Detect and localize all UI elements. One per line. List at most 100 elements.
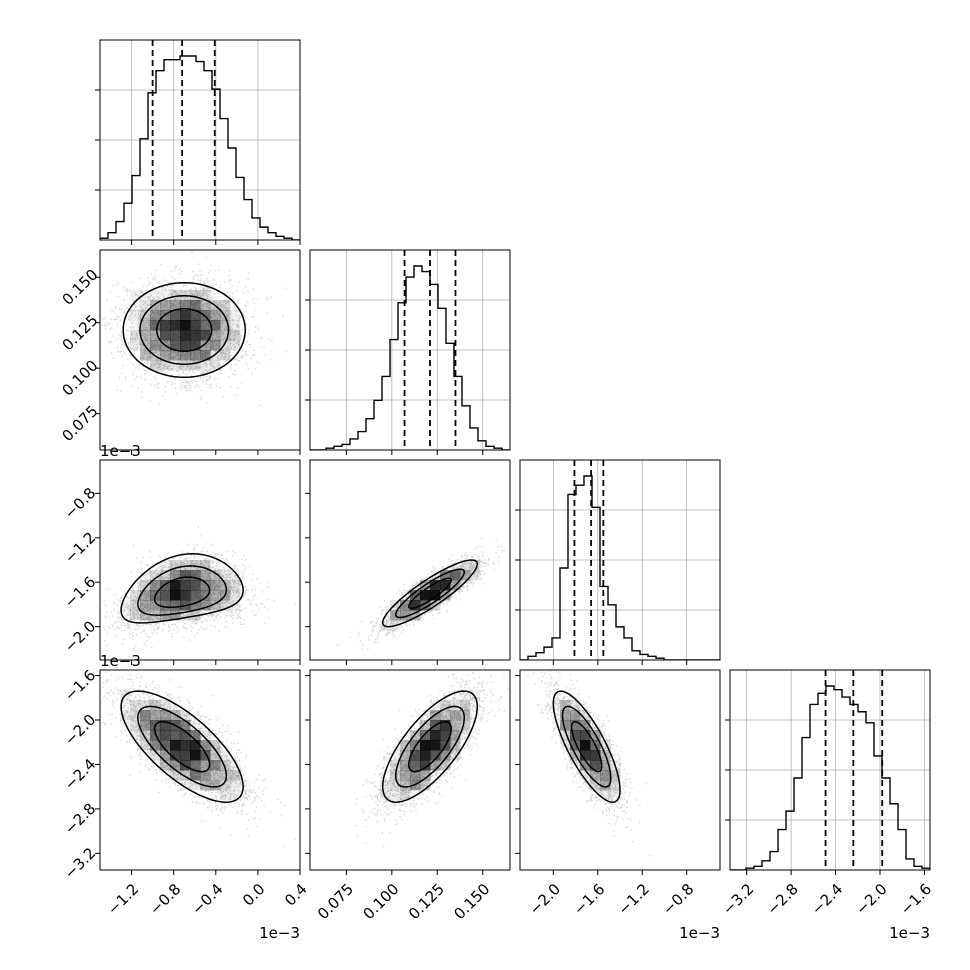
- panel-frame: [309, 459, 511, 661]
- y-tick-label-2-1: −1.6: [61, 573, 99, 611]
- density-cell: [420, 720, 431, 731]
- density-cell: [430, 700, 441, 711]
- density-cell: [140, 330, 151, 341]
- density-cell: [110, 310, 120, 320]
- density-cell: [450, 720, 461, 731]
- density-cell: [150, 310, 161, 321]
- density-cell: [140, 600, 151, 611]
- density-cell: [580, 710, 591, 721]
- y-tick-label-3-2: −2.4: [61, 755, 99, 793]
- density-cell: [410, 750, 421, 761]
- x-offset-label-0: 1e−3: [259, 924, 300, 942]
- density-cell: [210, 570, 221, 581]
- density-cell: [200, 290, 211, 301]
- density-cell: [200, 570, 211, 581]
- density-cell: [150, 330, 161, 341]
- density-cell: [170, 610, 181, 621]
- x-tick-label-1-1: 0.100: [359, 880, 402, 923]
- density-cell: [150, 740, 161, 751]
- density-cell: [450, 710, 461, 721]
- density-cell: [590, 760, 601, 771]
- density-cell: [440, 720, 451, 731]
- density-cell: [220, 770, 231, 781]
- density-cell: [180, 720, 191, 731]
- density-cell: [160, 600, 171, 611]
- density-cell: [180, 350, 191, 361]
- contour-0: [552, 690, 621, 803]
- y-tick-label-2-2: −1.2: [61, 528, 99, 566]
- density-cell: [190, 590, 201, 601]
- density-cell: [580, 720, 591, 731]
- density-cell: [220, 570, 231, 581]
- density-cell: [400, 740, 411, 751]
- density-cell: [210, 340, 221, 351]
- density-cell: [210, 790, 220, 800]
- density-cell: [460, 560, 471, 571]
- density-cell: [190, 730, 201, 741]
- density-cell: [440, 700, 451, 711]
- x-tick-label-2-2: −1.2: [614, 880, 652, 918]
- x-tick-label-0-0: −1.2: [104, 880, 142, 918]
- density-cell: [150, 750, 161, 761]
- density-cell: [570, 700, 581, 711]
- density-cell: [210, 580, 221, 591]
- density-cell: [130, 600, 141, 611]
- x-tick-label-3-4: −1.6: [897, 880, 935, 918]
- density-cell: [600, 770, 611, 781]
- density-cell: [420, 750, 431, 761]
- density-cell: [150, 580, 161, 591]
- histogram-1: [310, 265, 510, 450]
- density-cell: [150, 600, 161, 611]
- contour-2: [407, 720, 453, 773]
- density-cell: [230, 770, 241, 781]
- density-cell: [440, 590, 451, 601]
- density-cell: [170, 770, 181, 781]
- density-cell: [200, 760, 211, 771]
- density-cell: [160, 560, 171, 571]
- density-cell: [450, 750, 461, 761]
- panel-frame: [99, 669, 301, 871]
- density-cell: [170, 330, 181, 341]
- density-cell: [210, 310, 221, 321]
- panel-frame: [99, 249, 301, 451]
- panel-frame: [729, 669, 931, 871]
- density-cell: [200, 350, 211, 361]
- density-cell: [190, 310, 201, 321]
- density-cell: [400, 770, 411, 781]
- density-cell: [410, 590, 421, 601]
- density-cell: [140, 710, 151, 721]
- density-cell: [170, 750, 181, 761]
- density-cell: [220, 310, 231, 321]
- panel-frame: [519, 459, 721, 661]
- density-cell: [190, 740, 201, 751]
- density-cell: [190, 300, 201, 311]
- y-tick-label-3-3: −2.0: [61, 711, 99, 749]
- density-cell: [160, 710, 171, 721]
- density-cell: [130, 710, 141, 721]
- x-tick-label-0-1: −0.8: [146, 880, 184, 918]
- density-cell: [190, 720, 201, 731]
- density-cell: [130, 720, 141, 731]
- density-cell: [180, 740, 191, 751]
- density-cell: [160, 730, 171, 741]
- density-cell: [130, 700, 141, 711]
- density-cell: [470, 570, 481, 581]
- y-tick-label-1-2: 0.125: [59, 311, 102, 354]
- density-cell: [420, 780, 431, 791]
- density-cell: [440, 730, 451, 741]
- histogram-2: [520, 475, 720, 660]
- density-cell: [200, 740, 211, 751]
- panel-3-0: −3.2−2.8−2.4−2.0−1.61e−3−1.2 −0.8 −0.4 0.0 0…: [61, 652, 311, 942]
- x-tick-label-1-3: 0.150: [450, 880, 493, 923]
- density-cell: [130, 590, 141, 601]
- density-cell: [180, 580, 191, 591]
- density-cell: [140, 290, 151, 301]
- density-cell: [410, 600, 421, 611]
- density-cell: [560, 710, 571, 721]
- density-cell: [180, 330, 191, 341]
- density-cell: [170, 560, 181, 571]
- density-cell: [590, 780, 601, 791]
- density-cell: [460, 720, 471, 731]
- density-cell: [390, 780, 401, 791]
